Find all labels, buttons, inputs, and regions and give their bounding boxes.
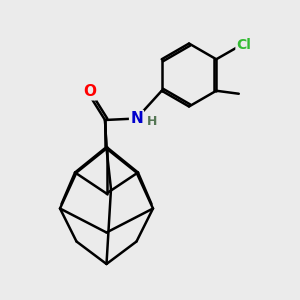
Text: N: N [130, 111, 143, 126]
Text: O: O [83, 84, 97, 99]
Text: Cl: Cl [236, 38, 251, 52]
Text: H: H [147, 115, 157, 128]
